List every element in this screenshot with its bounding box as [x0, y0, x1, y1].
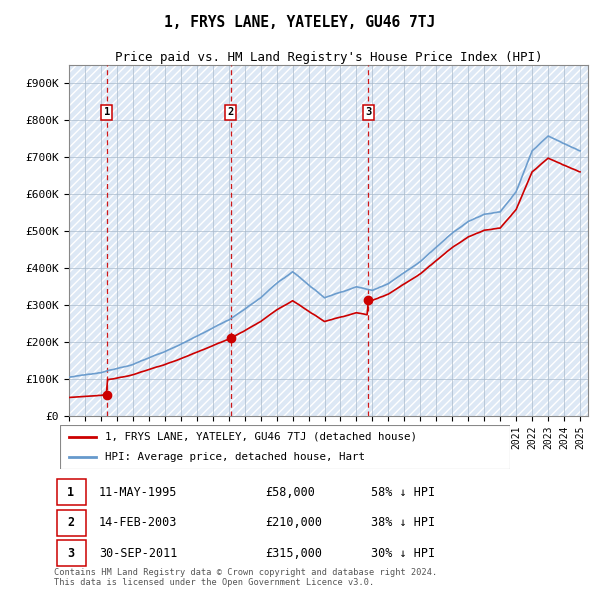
Text: 30-SEP-2011: 30-SEP-2011 [99, 547, 177, 560]
Text: 1, FRYS LANE, YATELEY, GU46 7TJ (detached house): 1, FRYS LANE, YATELEY, GU46 7TJ (detache… [105, 432, 417, 442]
Text: 14-FEB-2003: 14-FEB-2003 [99, 516, 177, 529]
Text: 11-MAY-1995: 11-MAY-1995 [99, 486, 177, 499]
Text: 2: 2 [67, 516, 74, 529]
Text: 1: 1 [67, 486, 74, 499]
FancyBboxPatch shape [60, 425, 510, 469]
Text: £210,000: £210,000 [265, 516, 322, 529]
FancyBboxPatch shape [56, 479, 86, 505]
Text: 58% ↓ HPI: 58% ↓ HPI [371, 486, 435, 499]
Text: 3: 3 [365, 107, 371, 117]
Text: 30% ↓ HPI: 30% ↓ HPI [371, 547, 435, 560]
Text: 1, FRYS LANE, YATELEY, GU46 7TJ: 1, FRYS LANE, YATELEY, GU46 7TJ [164, 15, 436, 30]
Text: Contains HM Land Registry data © Crown copyright and database right 2024.
This d: Contains HM Land Registry data © Crown c… [54, 568, 437, 587]
Text: 1: 1 [104, 107, 110, 117]
Text: £315,000: £315,000 [265, 547, 322, 560]
Text: 38% ↓ HPI: 38% ↓ HPI [371, 516, 435, 529]
FancyBboxPatch shape [56, 540, 86, 566]
Text: 2: 2 [227, 107, 234, 117]
Title: Price paid vs. HM Land Registry's House Price Index (HPI): Price paid vs. HM Land Registry's House … [115, 51, 542, 64]
Text: HPI: Average price, detached house, Hart: HPI: Average price, detached house, Hart [105, 452, 365, 462]
Text: 3: 3 [67, 547, 74, 560]
FancyBboxPatch shape [56, 510, 86, 536]
Text: £58,000: £58,000 [265, 486, 315, 499]
